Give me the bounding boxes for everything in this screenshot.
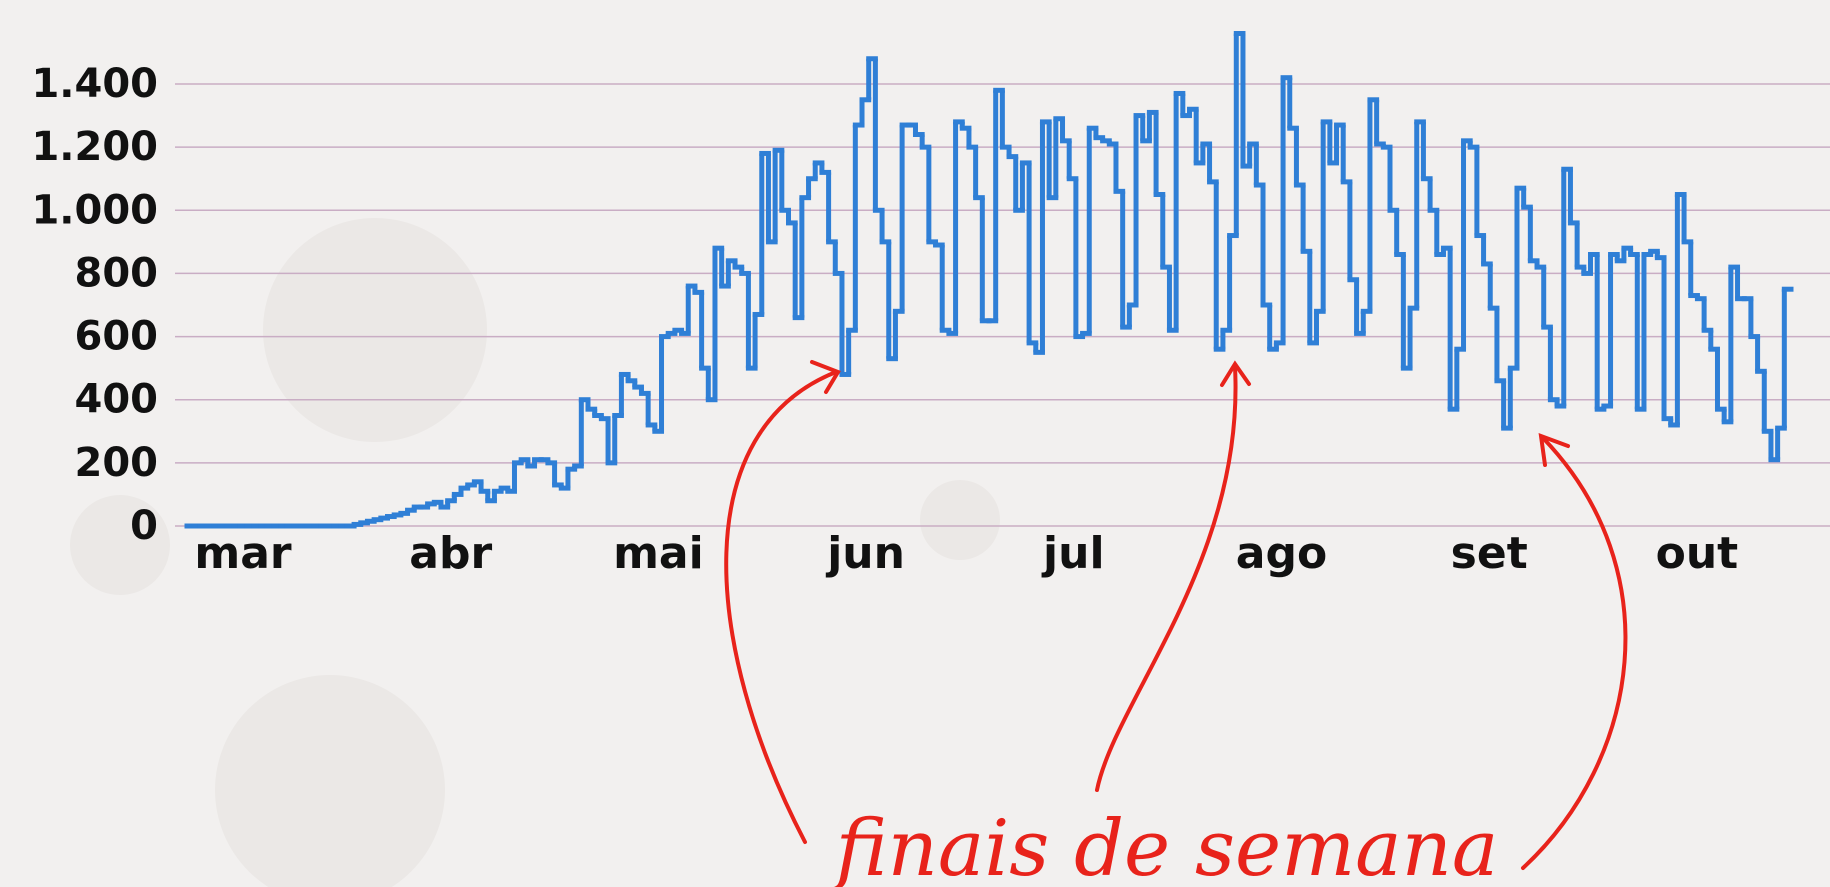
y-tick-label: 1.400: [31, 61, 158, 107]
x-tick-label: jun: [825, 528, 905, 579]
x-tick-label: set: [1451, 528, 1528, 579]
y-tick-label: 1.200: [31, 124, 158, 170]
annotation: finais de semana: [831, 804, 1499, 887]
chart: 0 200 400 600 800 1.000 1.200 1.400 mar abr mai jun…: [0, 0, 1830, 887]
y-tick-label: 600: [75, 314, 159, 360]
y-tick-label: 800: [75, 250, 159, 296]
x-tick-label: jul: [1041, 528, 1105, 579]
x-tick-label: out: [1656, 528, 1739, 579]
y-tick-label: 1.000: [31, 187, 158, 233]
annotation-arrows: [726, 362, 1625, 868]
y-tick-label: 400: [75, 377, 159, 423]
x-tick-label: mar: [194, 528, 292, 579]
x-tick-label: ago: [1236, 528, 1327, 579]
x-tick-label: mai: [613, 528, 704, 579]
y-tick-label: 0: [130, 503, 158, 549]
x-tick-label: abr: [409, 528, 492, 579]
y-tick-label: 200: [75, 440, 159, 486]
